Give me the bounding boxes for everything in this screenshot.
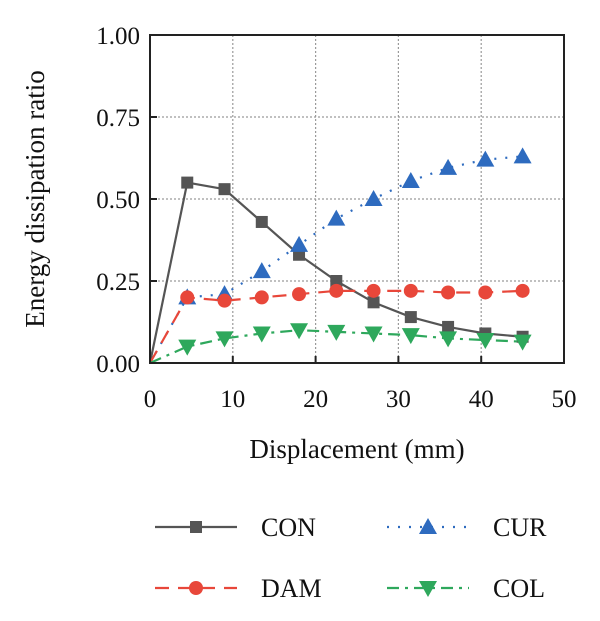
grid-lines: [150, 35, 564, 363]
data-point-cur: [513, 147, 532, 164]
data-point-dam: [515, 283, 530, 298]
data-point-dam: [329, 283, 344, 298]
data-point-dam: [180, 290, 195, 305]
legend-label-col: COL: [493, 574, 545, 603]
data-point-col: [476, 333, 495, 350]
legend-item-cur: CUR: [387, 513, 547, 542]
data-point-cur: [401, 171, 420, 188]
legend-item-col: COL: [387, 574, 545, 603]
y-tick-label: 1.00: [96, 23, 140, 50]
legend-item-con: CON: [155, 513, 316, 542]
data-point-dam: [366, 283, 381, 298]
data-point-col: [178, 339, 197, 356]
legend-marker-con: [190, 521, 202, 533]
data-point-col: [439, 331, 458, 348]
data-point-con: [218, 183, 231, 196]
legend-label-cur: CUR: [493, 513, 547, 542]
data-point-col: [401, 328, 420, 345]
y-tick-label: 0.75: [96, 105, 140, 132]
data-point-dam: [478, 285, 493, 300]
y-tick-label: 0.50: [96, 187, 140, 214]
data-point-cur: [476, 150, 495, 167]
x-tick-label: 10: [220, 386, 245, 413]
data-point-col: [364, 326, 383, 343]
x-tick-label: 50: [552, 386, 577, 413]
data-point-dam: [403, 283, 418, 298]
x-tick-label: 30: [386, 386, 411, 413]
legend-marker-dam: [189, 581, 203, 595]
data-series: [148, 147, 532, 365]
legend: CON CUR DAM COL: [155, 513, 547, 603]
x-tick-label: 20: [303, 386, 328, 413]
data-point-cur: [439, 158, 458, 175]
series-line-dam: [149, 289, 523, 364]
series-col: [149, 323, 532, 365]
series-line-cur: [149, 155, 523, 364]
series-dam: [149, 283, 530, 364]
axis-ticks: 0 10 20 30 40 50 0.00 0.25 0.50 0.75 1.00: [96, 23, 576, 413]
data-point-cur: [327, 209, 346, 226]
data-point-con: [367, 296, 380, 309]
y-axis-title: Energy dissipation ratio: [20, 70, 50, 327]
legend-marker-cur: [419, 518, 437, 534]
data-point-col: [252, 326, 271, 343]
data-point-cur: [252, 262, 271, 279]
data-point-con: [404, 311, 417, 324]
x-tick-label: 0: [144, 386, 157, 413]
data-point-con: [442, 320, 455, 333]
data-point-dam: [254, 290, 269, 305]
x-tick-label: 40: [469, 386, 494, 413]
data-point-con: [181, 176, 194, 189]
data-point-col: [327, 324, 346, 341]
data-point-con: [255, 215, 268, 228]
data-point-col: [513, 334, 532, 351]
legend-marker-col: [419, 581, 437, 597]
legend-label-dam: DAM: [261, 574, 322, 603]
data-point-dam: [441, 285, 456, 300]
data-point-cur: [364, 190, 383, 206]
data-point-col: [290, 323, 309, 340]
legend-item-dam: DAM: [155, 574, 322, 603]
data-point-col: [215, 331, 234, 348]
data-point-dam: [292, 287, 307, 302]
data-point-cur: [290, 235, 309, 252]
x-axis-title: Displacement (mm): [249, 434, 464, 464]
data-point-con: [330, 275, 343, 287]
y-tick-label: 0.25: [96, 269, 140, 296]
plot-frame: [149, 34, 565, 364]
legend-label-con: CON: [261, 513, 316, 542]
y-tick-label: 0.00: [96, 351, 140, 378]
data-point-dam: [217, 293, 232, 308]
